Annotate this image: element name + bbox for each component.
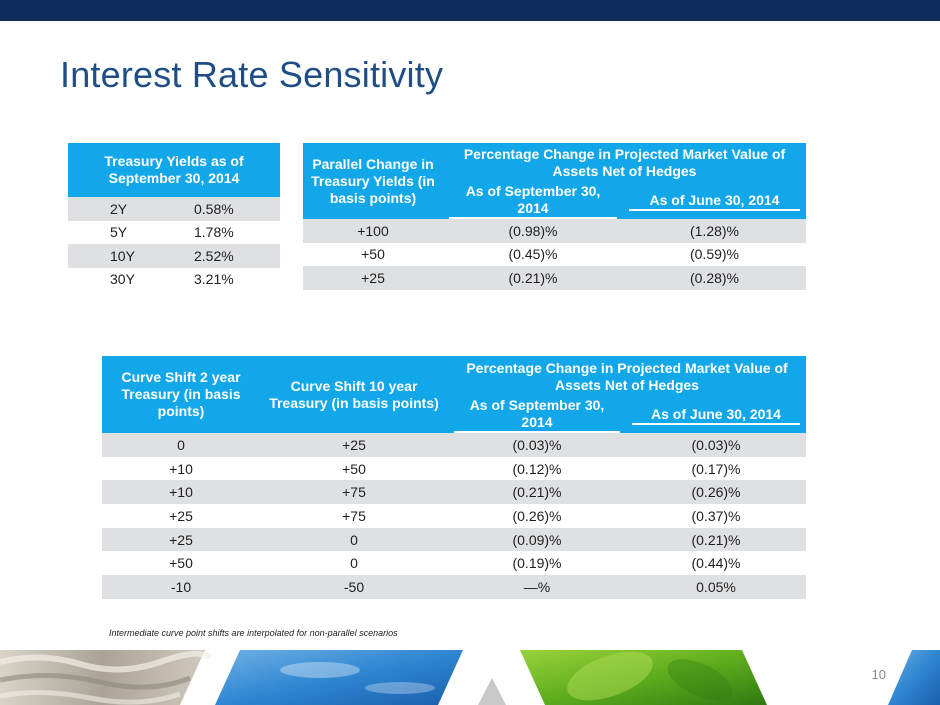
table-row: -10 -50 —% 0.05% [102,575,806,599]
jun-cell: (0.37)% [691,507,741,524]
sep-cell: (0.03)% [448,433,626,457]
percentage-change-header: Percentage Change in Projected Market Va… [443,143,806,183]
sep-cell: (0.21)% [443,266,623,290]
decorative-photo-strip [0,650,940,705]
term-cell: 5Y [110,224,128,241]
sky-image-right [888,650,940,705]
table-row: 5Y 1.78% [68,221,280,245]
curve-2y-header: Curve Shift 2 year Treasury (in basis po… [102,356,260,433]
jun-2014-header: As of June 30, 2014 [632,406,800,425]
sep-2014-header: As of September 30, 2014 [454,397,620,433]
curve-shift-table: Curve Shift 2 year Treasury (in basis po… [102,356,806,599]
y10-cell: +75 [342,507,366,524]
sep-cell: (0.19)% [512,555,562,572]
jun-cell: (0.26)% [626,480,806,505]
table-row: +100 (0.98)% (1.28)% [303,219,806,243]
table-row: 2Y 0.58% [68,197,280,221]
change-cell: +25 [303,266,443,290]
y10-cell: 0 [260,527,448,552]
page-number: 10 [871,667,886,682]
term-cell: 2Y [68,197,174,221]
parallel-change-table: Parallel Change in Treasury Yields (in b… [303,143,806,290]
slide-title: Interest Rate Sensitivity [60,54,444,95]
jun-2014-header: As of June 30, 2014 [629,192,800,211]
y10-cell: -50 [260,575,448,599]
y2-cell: +25 [169,507,193,524]
y10-cell: 0 [350,555,358,572]
jun-cell: (0.28)% [623,266,806,290]
yield-cell: 0.58% [174,197,280,221]
treasury-header: Treasury Yields as of September 30, 2014 [68,143,280,197]
term-cell: 30Y [110,271,135,288]
table-row: +25 0 (0.09)% (0.21)% [102,527,806,552]
table-row: 0 +25 (0.03)% (0.03)% [102,433,806,457]
jun-cell: (0.17)% [691,460,741,477]
yield-cell: 3.21% [194,271,234,288]
parallel-change-header: Parallel Change in Treasury Yields (in b… [303,143,443,219]
change-cell: +100 [303,219,443,243]
table-row: +25 (0.21)% (0.28)% [303,266,806,290]
gray-triangle [478,678,506,705]
table-row: +50 0 (0.19)% (0.44)% [102,551,806,575]
yield-cell: 1.78% [194,224,234,241]
y2-cell: +50 [169,555,193,572]
jun-cell: (0.03)% [626,433,806,457]
table-row: +50 (0.45)% (0.59)% [303,243,806,267]
leaf-image [520,650,767,705]
sep-cell: (0.98)% [443,219,623,243]
rope-image [0,650,213,705]
y10-cell: +25 [260,433,448,457]
jun-cell: (0.59)% [689,246,740,263]
y10-cell: +50 [342,460,366,477]
y2-cell: 0 [102,433,260,457]
term-cell: 10Y [68,244,174,268]
y2-cell: +10 [169,460,193,477]
footnote: Intermediate curve point shifts are inte… [109,628,398,638]
curve-10y-header: Curve Shift 10 year Treasury (in basis p… [260,356,448,433]
table-row: +10 +50 (0.12)% (0.17)% [102,457,806,481]
sep-2014-header: As of September 30, 2014 [449,183,617,219]
jun-cell: (1.28)% [623,219,806,243]
y2-cell: -10 [102,575,260,599]
sep-cell: (0.45)% [508,246,558,263]
table-row: 30Y 3.21% [68,268,280,292]
sep-cell: (0.26)% [512,507,562,524]
treasury-yields-table: Treasury Yields as of September 30, 2014… [68,143,280,291]
sep-cell: (0.09)% [448,527,626,552]
jun-cell: 0.05% [626,575,806,599]
top-bar [0,0,940,21]
jun-cell: (0.44)% [691,555,741,572]
table-row: 10Y 2.52% [68,244,280,268]
sep-cell: —% [448,575,626,599]
sep-cell: (0.21)% [448,480,626,505]
table-row: +25 +75 (0.26)% (0.37)% [102,504,806,528]
y2-cell: +10 [102,480,260,505]
table-row: +10 +75 (0.21)% (0.26)% [102,480,806,505]
sky-image [215,650,463,705]
percentage-change-header: Percentage Change in Projected Market Va… [448,356,806,397]
sep-cell: (0.12)% [512,460,562,477]
y2-cell: +25 [102,527,260,552]
yield-cell: 2.52% [174,244,280,268]
jun-cell: (0.21)% [626,527,806,552]
y10-cell: +75 [260,480,448,505]
change-cell: +50 [361,246,385,263]
